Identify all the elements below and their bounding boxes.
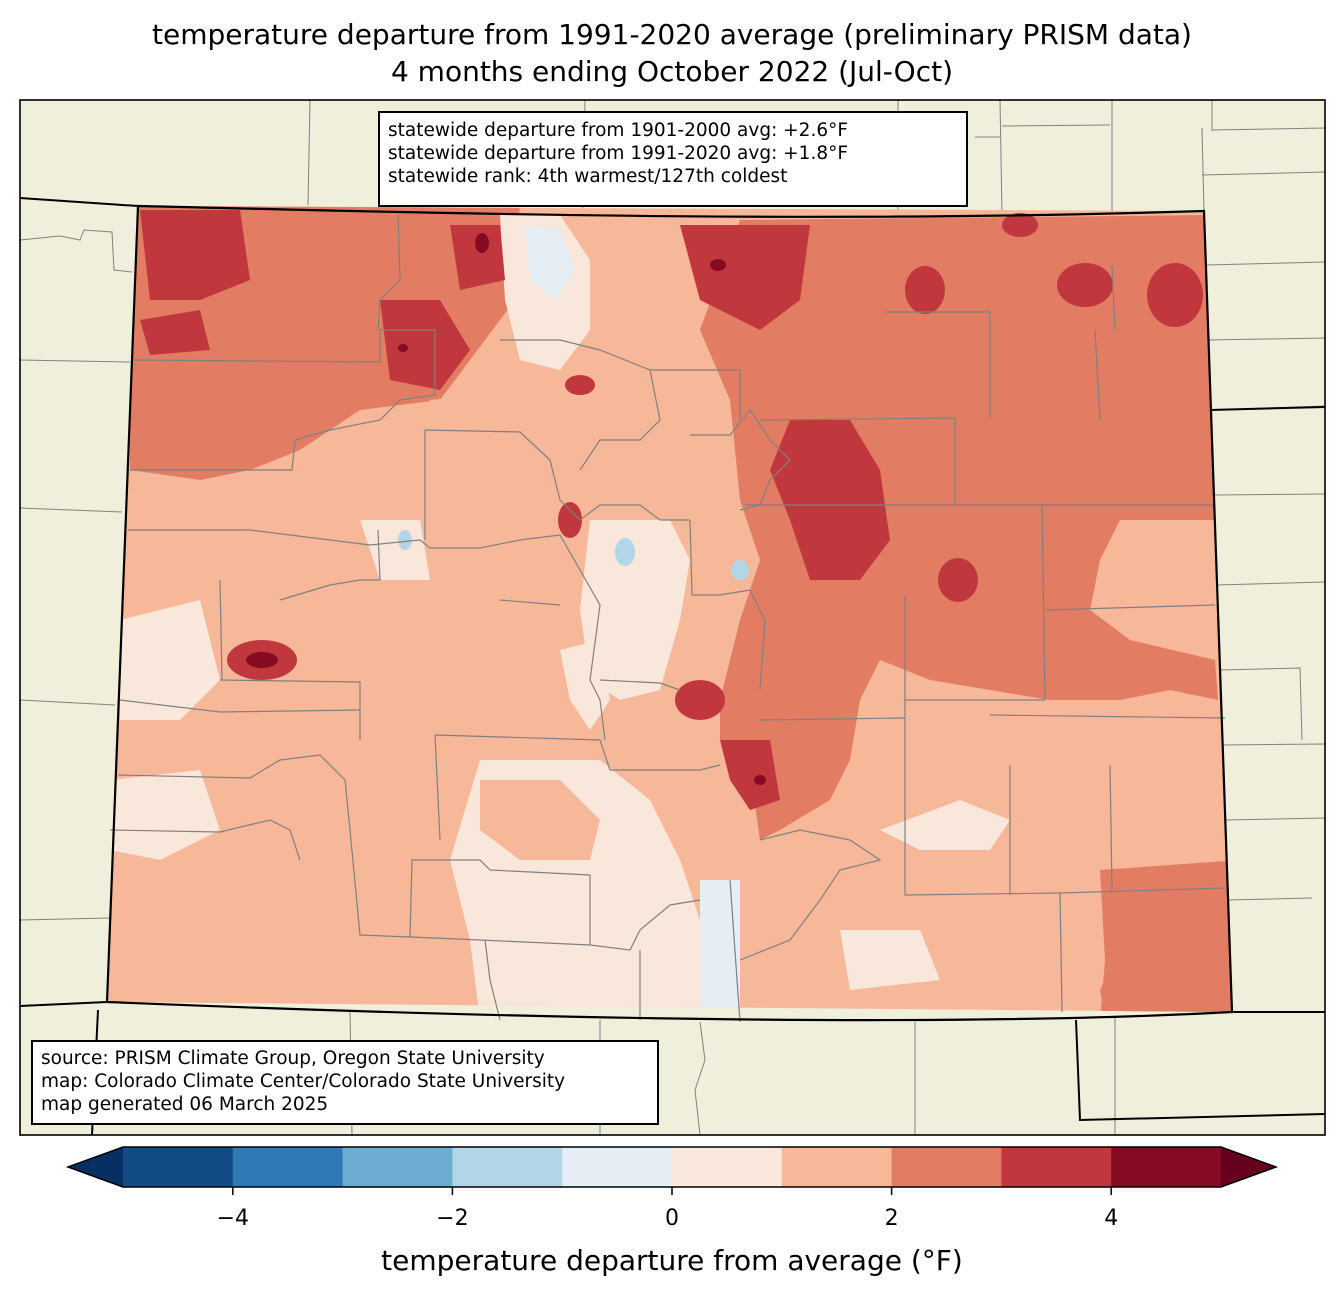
colorbar-tick-label: 0 [665,1206,679,1231]
colorbar-bin-3 [452,1147,563,1187]
colorado-county-lines [109,214,1226,1023]
source-box: source: PRISM Climate Group, Oregon Stat… [31,1040,659,1125]
colorbar-bin-9 [1111,1147,1222,1187]
colorbar-bin-2 [342,1147,453,1187]
colorbar-bin-6 [781,1147,893,1187]
colorado-temperature-field [107,206,1232,1012]
colorbar-bin-1 [232,1147,344,1187]
colorado-state-border [105,204,1234,1022]
colorbar-bin-5 [672,1147,783,1187]
colorbar-label: temperature departure from average (°F) [381,1244,963,1277]
map-title-line-1: temperature departure from 1991-2020 ave… [152,18,1192,51]
colorbar-over-arrow [1221,1147,1276,1187]
map-title-line-2: 4 months ending October 2022 (Jul-Oct) [390,55,954,88]
stats-line-2: statewide departure from 1991-2020 avg: … [388,143,848,164]
source-line-2: map: Colorado Climate Center/Colorado St… [41,1071,566,1092]
colorbar-outline [65,1146,1279,1188]
colorbar-under-arrow [68,1147,123,1187]
colorbar-tick-label: −4 [216,1206,250,1231]
colorbar-bin-8 [1001,1147,1112,1187]
colorbar-tick-label: 2 [884,1206,899,1231]
colorbar-bin-4 [562,1147,673,1187]
colorbar-tick-label: 4 [1104,1206,1119,1231]
statewide-stats-box: statewide departure from 1901-2000 avg: … [378,111,968,207]
map-frame [19,99,1326,1136]
colorbar-bin-0 [123,1147,234,1187]
source-line-1: source: PRISM Climate Group, Oregon Stat… [41,1048,545,1069]
source-line-3: map generated 06 March 2025 [41,1094,329,1115]
stats-line-1: statewide departure from 1901-2000 avg: … [388,120,848,141]
stats-line-3: statewide rank: 4th warmest/127th coldes… [388,166,788,187]
colorbar-tick-label: −2 [436,1206,469,1231]
colorbar-bin-7 [891,1147,1002,1187]
colorbar [65,1146,1279,1195]
